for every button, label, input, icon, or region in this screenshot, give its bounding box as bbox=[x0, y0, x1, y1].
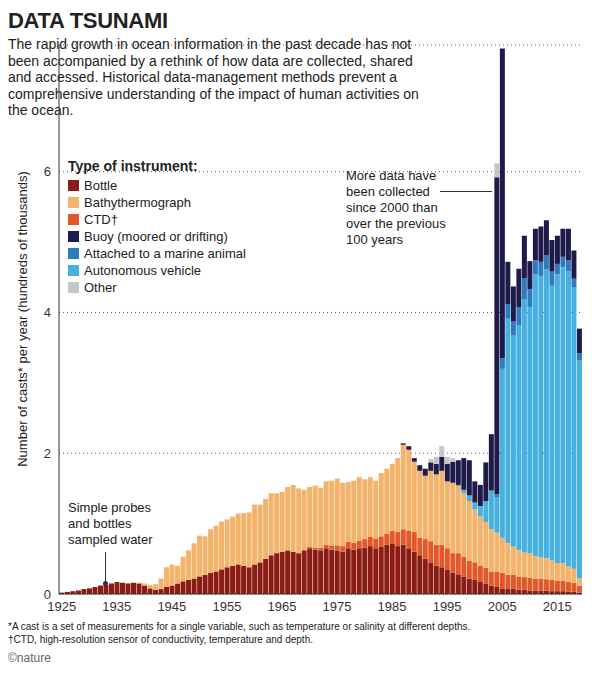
html-text:Simple probes and bottles samp: Simple probes and bottles sampled water bbox=[68, 500, 153, 547]
html-text:Attached to a marine animal: Attached to a marine animal bbox=[84, 246, 246, 261]
html-text:The rapid growth in ocean info: The rapid growth in ocean information in… bbox=[8, 36, 419, 118]
svg-text:1965: 1965 bbox=[268, 599, 297, 614]
svg-text:1935: 1935 bbox=[102, 599, 131, 614]
html-text:Other: Other bbox=[84, 280, 117, 295]
html-text:Bathythermograph: Bathythermograph bbox=[84, 195, 191, 210]
html-text:More data have been collected: More data have been collected since 2000… bbox=[346, 168, 446, 247]
svg-text:2015: 2015 bbox=[543, 599, 572, 614]
svg-text:6: 6 bbox=[44, 164, 51, 179]
html-text:Type of instrument:: Type of instrument: bbox=[68, 158, 198, 174]
svg-text:2: 2 bbox=[44, 446, 51, 461]
svg-text:1955: 1955 bbox=[212, 599, 241, 614]
html-text:CTD†: CTD† bbox=[84, 212, 118, 227]
svg-text:2005: 2005 bbox=[488, 599, 517, 614]
html-text:DATA TSUNAMI: DATA TSUNAMI bbox=[8, 8, 168, 33]
svg-text:1985: 1985 bbox=[378, 599, 407, 614]
svg-text:1925: 1925 bbox=[47, 599, 76, 614]
html-text:Buoy (moored or drifting): Buoy (moored or drifting) bbox=[84, 229, 228, 244]
svg-text:0: 0 bbox=[44, 587, 51, 602]
svg-text:4: 4 bbox=[44, 305, 51, 320]
html-text:Number of casts* per year (hun: Number of casts* per year (hundreds of t… bbox=[14, 171, 30, 467]
html-text:†CTD, high-resolution sensor o: †CTD, high-resolution sensor of conducti… bbox=[8, 634, 313, 645]
svg-text:1945: 1945 bbox=[157, 599, 186, 614]
html-text:©nature: ©nature bbox=[8, 651, 51, 665]
html-text:*A cast is a set of measuremen: *A cast is a set of measurements for a s… bbox=[8, 621, 471, 632]
html-text:Bottle: Bottle bbox=[84, 178, 118, 193]
html-text:Autonomous vehicle: Autonomous vehicle bbox=[84, 263, 202, 278]
svg-text:1995: 1995 bbox=[433, 599, 462, 614]
svg-text:1975: 1975 bbox=[323, 599, 352, 614]
